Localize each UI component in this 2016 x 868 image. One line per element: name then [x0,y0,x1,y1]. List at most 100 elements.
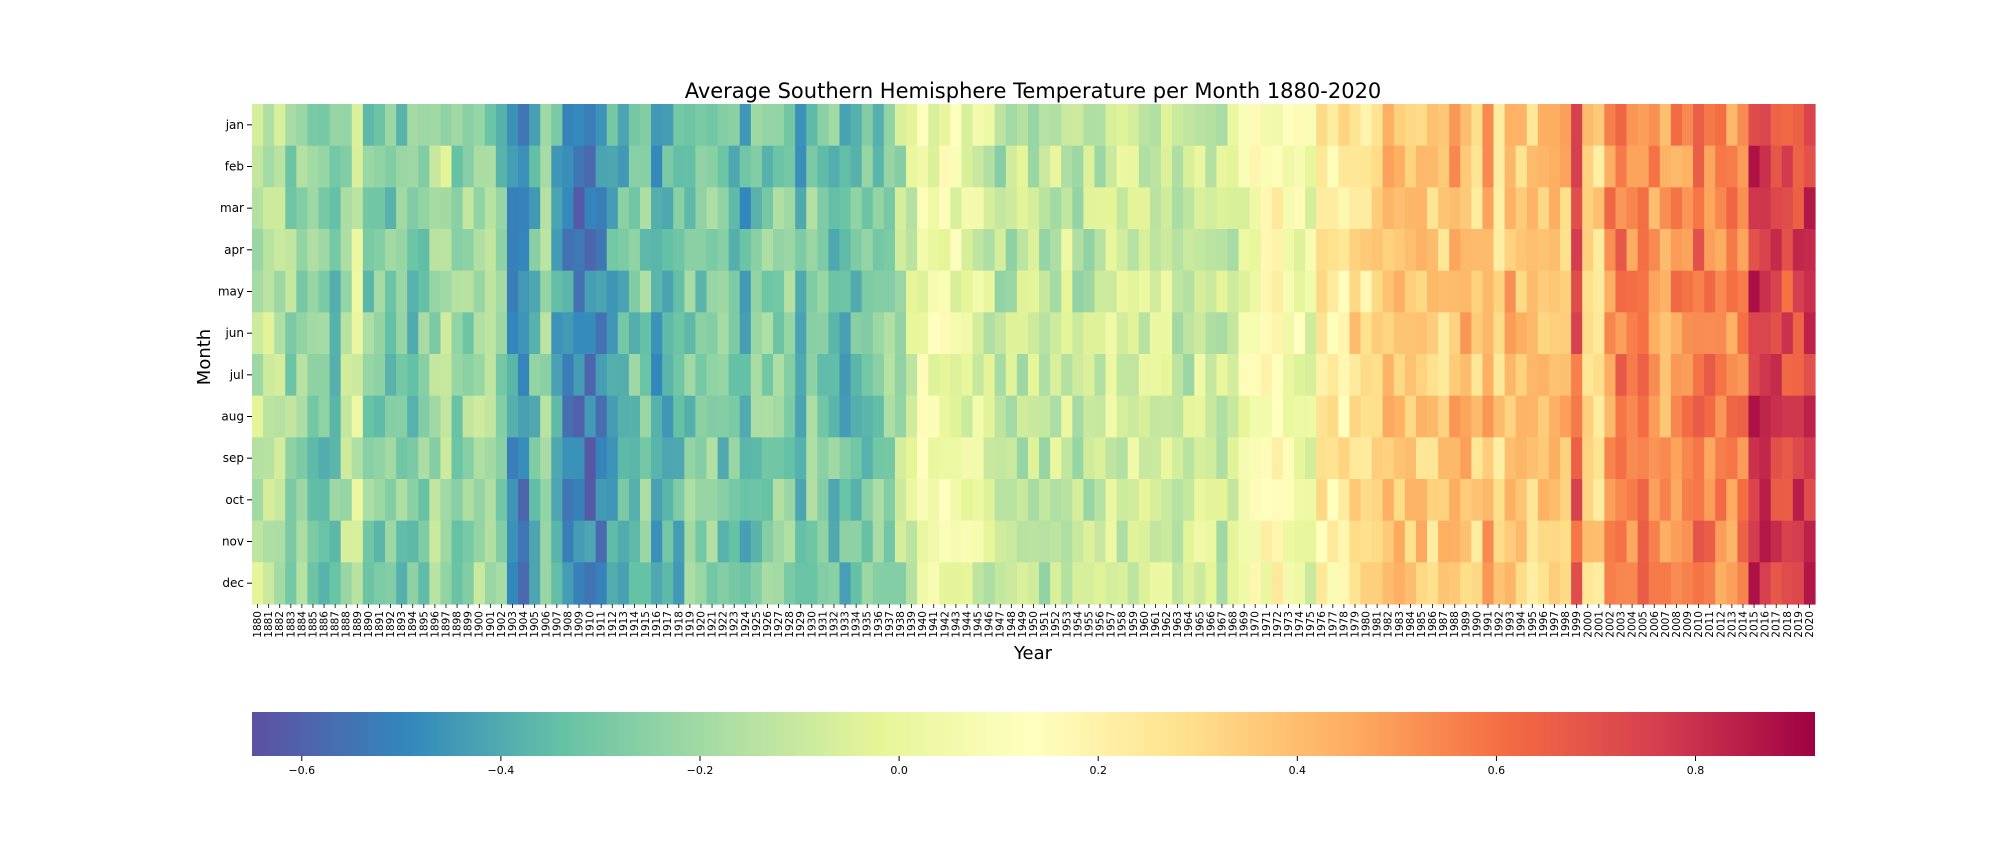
heatmap-cell [1382,479,1395,522]
heatmap-cell [584,479,597,522]
heatmap-cell [1759,520,1772,563]
x-tick-label: 1951 [1039,611,1051,638]
heatmap-cell [861,187,874,230]
heatmap-cell [750,437,763,480]
heatmap-cell [795,479,807,522]
heatmap-cell [373,145,386,188]
x-tick-label: 1883 [285,611,297,638]
heatmap-cell [784,270,796,313]
heatmap-cell [1515,145,1528,188]
heatmap-cell [263,562,275,605]
heatmap-cell [1039,562,1051,605]
heatmap-cell [1172,270,1184,313]
heatmap-cell [728,354,741,397]
heatmap-cell [1349,229,1362,272]
heatmap-cell [784,437,796,480]
heatmap-cell [894,145,907,188]
x-tick-label: 1906 [540,611,552,638]
heatmap-cell [595,145,608,188]
heatmap-cell [883,520,896,563]
heatmap-cell [795,145,807,188]
x-tick-label: 1887 [330,611,342,638]
heatmap-cell [850,520,863,563]
heatmap-cell [928,520,940,563]
heatmap-cell [252,229,264,272]
heatmap-cell [1349,395,1362,438]
heatmap-cell [628,312,641,355]
heatmap-cell [728,562,741,605]
heatmap-cell [961,229,974,272]
heatmap-cell [828,312,841,355]
x-tick-label: 1928 [784,611,796,638]
heatmap-cell [1260,437,1273,480]
heatmap-cell [274,104,286,147]
heatmap-cell [695,437,708,480]
heatmap-cell [1704,145,1716,188]
heatmap-cell [296,145,309,188]
heatmap-cell [551,520,563,563]
heatmap-cell [285,104,297,147]
heatmap-cell [1571,562,1583,605]
heatmap-cell [606,187,619,230]
heatmap-cell [1105,520,1118,563]
heatmap-cell [329,145,342,188]
heatmap-cell [628,437,641,480]
heatmap-cell [252,395,264,438]
x-tick-label: 1957 [1106,611,1118,638]
heatmap-cell [1271,104,1284,147]
heatmap-cell [894,520,907,563]
heatmap-cell [1704,187,1716,230]
heatmap-cell [1548,562,1561,605]
heatmap-cell [1316,354,1328,397]
heatmap-cell [1571,354,1583,397]
heatmap-cell [429,229,442,272]
x-tick-label: 1914 [629,611,641,638]
heatmap-cell [1670,354,1683,397]
heatmap-cell [917,104,929,147]
heatmap-cell [1194,562,1206,605]
heatmap-cell [1438,479,1450,522]
heatmap-cell [573,395,586,438]
heatmap-cell [1704,270,1716,313]
heatmap-cell [1792,104,1805,147]
heatmap-cell [573,145,586,188]
heatmap-cell [1759,104,1772,147]
heatmap-cell [828,479,841,522]
heatmap-cell [1160,312,1173,355]
heatmap-cell [1216,479,1229,522]
heatmap-cell [1737,354,1750,397]
heatmap-cell [1615,562,1628,605]
heatmap-cell [1471,354,1484,397]
heatmap-cell [1005,229,1018,272]
heatmap-cell [1537,354,1550,397]
x-tick-label: 1929 [795,611,807,638]
heatmap-cell [828,145,841,188]
y-axis-label: Month [194,329,215,385]
heatmap-cell [651,145,663,188]
colorbar-ticks: −0.6 −0.4 −0.2 0.0 0.2 0.4 0.6 0.8 [288,756,1704,777]
heatmap-cell [285,520,297,563]
heatmap-cell [1305,354,1317,397]
x-tick-label: 1922 [718,611,730,638]
heatmap-cell [396,479,408,522]
heatmap-cell [1482,187,1495,230]
heatmap-cell [1282,562,1295,605]
heatmap-cell [1637,229,1650,272]
heatmap-cell [1482,437,1495,480]
heatmap-cell [1460,437,1472,480]
heatmap-cell [1172,145,1184,188]
heatmap-cell [1737,312,1750,355]
heatmap-cell [1637,187,1650,230]
heatmap-cell [1216,354,1229,397]
x-tick-label: 2000 [1582,611,1594,638]
heatmap-cell [1427,562,1439,605]
heatmap-cell [484,312,497,355]
heatmap-cell [1371,437,1384,480]
heatmap-cell [1194,104,1206,147]
heatmap-cell [418,354,430,397]
heatmap-cell [329,395,342,438]
x-tick-label: 1998 [1560,611,1572,638]
heatmap-cell [1537,270,1550,313]
heatmap-cell [1016,187,1029,230]
heatmap-cell [1604,395,1617,438]
